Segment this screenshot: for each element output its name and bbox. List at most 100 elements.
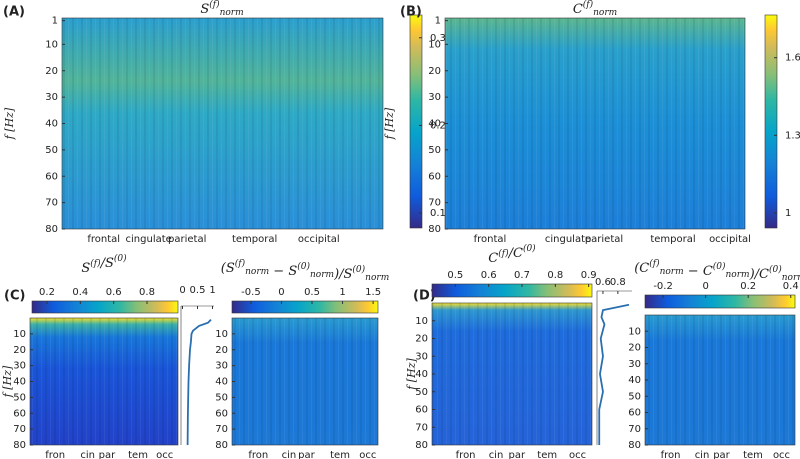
colorbar-tick-label: 0.2 xyxy=(39,287,55,298)
y-tick-label: 80 xyxy=(415,440,428,451)
y-tick-label: 10 xyxy=(215,329,228,340)
y-tick-label: 50 xyxy=(428,145,441,156)
y-axis-label: f [Hz] xyxy=(405,358,418,391)
colorbar-tick-label: 0.2 xyxy=(740,281,756,292)
y-tick-label: 60 xyxy=(428,171,441,182)
colorbar xyxy=(31,300,179,314)
title-part: (f) xyxy=(583,0,594,10)
y-tick-label: 30 xyxy=(13,361,26,372)
heatmap-texture xyxy=(445,18,745,229)
y-tick-label: 20 xyxy=(13,345,26,356)
colorbar-tick-label: 1 xyxy=(339,287,345,298)
title-part: (0) xyxy=(769,264,782,275)
y-tick-label: 80 xyxy=(428,224,441,235)
title-part: norm xyxy=(782,273,800,283)
x-tick-label: 0 xyxy=(179,285,185,296)
region-label: tem xyxy=(330,450,350,459)
colorbar-tick-label: 0.4 xyxy=(783,281,799,292)
y-axis-label: f [Hz] xyxy=(383,107,396,140)
y-tick-label: 40 xyxy=(415,369,428,380)
colorbar-tick-label: 1.6 xyxy=(785,53,800,64)
region-label: par xyxy=(509,450,526,459)
colorbar-tick-label: 0.5 xyxy=(447,270,463,281)
x-tick-label: 1 xyxy=(209,285,215,296)
y-tick-label: 50 xyxy=(215,392,228,403)
y-tick-label: 70 xyxy=(45,198,58,209)
heatmap-texture xyxy=(432,303,592,445)
y-tick-label: 1 xyxy=(52,16,58,27)
y-tick-label: 40 xyxy=(628,375,641,386)
y-tick-label: 30 xyxy=(428,92,441,103)
colorbar-tick-label: 0.2 xyxy=(430,120,446,131)
panel-label: (C) xyxy=(4,289,25,304)
y-tick-label: 30 xyxy=(45,92,58,103)
title-part: norm xyxy=(593,8,617,18)
region-label: frontal xyxy=(87,234,120,245)
x-tick-label: 0.5 xyxy=(190,285,206,296)
title-part: /S xyxy=(99,256,114,271)
colorbar-tick-label: 1 xyxy=(785,208,791,219)
title-part: (f) xyxy=(649,258,660,269)
region-label: fron xyxy=(248,450,268,459)
title-part: )/S xyxy=(333,267,352,282)
y-tick-label: 50 xyxy=(45,145,58,156)
x-tick-label: 0.6 xyxy=(595,277,611,288)
colorbar-tick-label: -0.2 xyxy=(653,281,673,292)
y-tick-label: 50 xyxy=(628,391,641,402)
region-label: fron xyxy=(661,450,681,459)
title-part: (C xyxy=(634,261,649,276)
colorbar-tick-label: 0.6 xyxy=(106,287,122,298)
y-axis-label: f [Hz] xyxy=(1,365,14,398)
title-part: (0) xyxy=(352,264,365,275)
region-label: occipital xyxy=(709,234,751,245)
y-tick-label: 20 xyxy=(415,334,428,345)
colorbar-tick-label: 0.8 xyxy=(139,287,155,298)
title-part: S xyxy=(81,261,90,276)
title-part: S xyxy=(200,2,209,17)
y-tick-label: 60 xyxy=(45,171,58,182)
title-part: (0) xyxy=(114,253,127,264)
y-tick-label: 60 xyxy=(628,408,641,419)
title-part: (S xyxy=(221,261,235,276)
colorbar xyxy=(431,283,593,298)
region-label: tem xyxy=(537,450,557,459)
x-tick-label: 0.8 xyxy=(610,277,626,288)
y-tick-label: 60 xyxy=(13,408,26,419)
title-part: /C xyxy=(507,246,523,261)
chart-title: C(f)/C(0) xyxy=(488,243,536,266)
heatmap-texture xyxy=(645,315,795,445)
colorbar-tick-label: 0 xyxy=(278,287,284,298)
colorbar xyxy=(644,294,796,309)
region-label: par xyxy=(713,450,730,459)
y-tick-label: 40 xyxy=(13,377,26,388)
y-tick-label: 50 xyxy=(13,392,26,403)
region-label: occipital xyxy=(298,234,340,245)
region-label: frontal xyxy=(474,234,507,245)
y-tick-label: 60 xyxy=(415,405,428,416)
y-tick-label: 1 xyxy=(435,16,441,27)
colorbar-tick-label: 0.1 xyxy=(430,208,446,219)
colorbar-tick-label: 0.4 xyxy=(72,287,88,298)
title-part: C xyxy=(488,251,498,266)
region-label: cingulate xyxy=(126,234,172,245)
chart-title: (C(f)norm − C(0)norm)/C(0)norm xyxy=(634,258,800,283)
colorbar-tick-label: 0 xyxy=(702,281,708,292)
chart-title: C(f)norm xyxy=(573,0,617,18)
y-tick-label: 10 xyxy=(628,326,641,337)
y-tick-label: 40 xyxy=(215,377,228,388)
region-label: temporal xyxy=(232,234,277,245)
title-part: )/C xyxy=(749,267,769,282)
colorbar-tick-label: 0.8 xyxy=(547,270,563,281)
y-tick-label: 10 xyxy=(428,39,441,50)
title-part: norm xyxy=(245,267,269,277)
y-tick-label: 80 xyxy=(215,440,228,451)
region-label: occ xyxy=(569,450,586,459)
region-label: fron xyxy=(45,450,65,459)
region-label: occ xyxy=(359,450,376,459)
colorbar xyxy=(231,300,379,314)
y-tick-label: 70 xyxy=(628,424,641,435)
title-part: norm xyxy=(310,270,334,280)
y-tick-label: 10 xyxy=(45,39,58,50)
title-part: (f) xyxy=(498,248,509,259)
